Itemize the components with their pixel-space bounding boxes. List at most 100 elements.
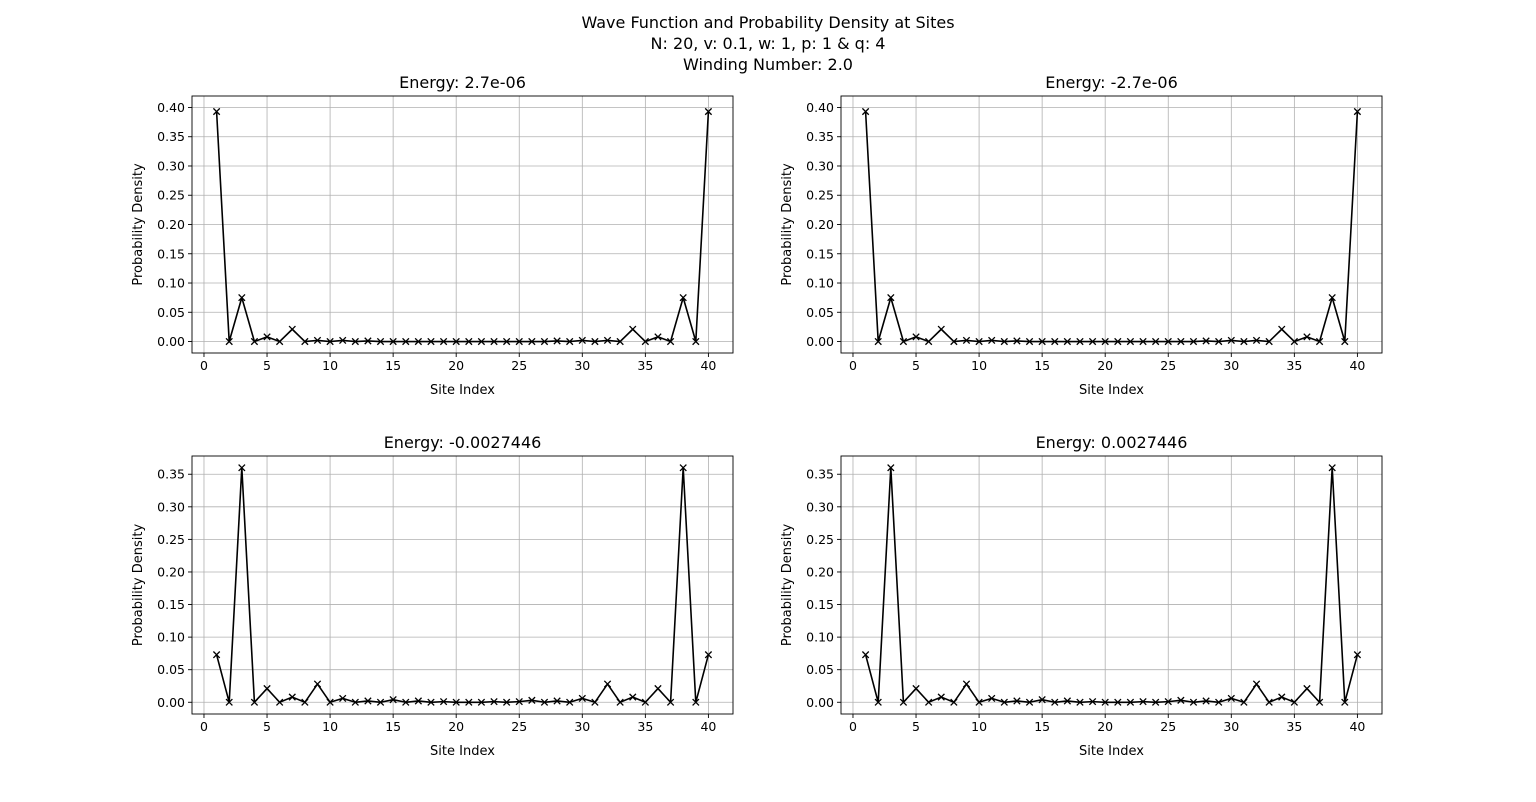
chart-1-xtick-label-6: 30 [574, 358, 590, 373]
chart-1-point-20 [452, 337, 460, 346]
chart-1-series-line [215, 111, 710, 343]
chart-3-point-10 [326, 698, 334, 706]
chart-2-point-2 [874, 337, 882, 346]
chart-4-xtick-label-3: 15 [1034, 719, 1050, 734]
chart-2-ylabel: Probability Density [780, 163, 795, 286]
chart-3-point-20 [452, 698, 460, 706]
chart-3-point-22 [477, 698, 486, 706]
chart-1-xlabel: Site Index [430, 383, 495, 398]
chart-2-point-35 [1290, 337, 1299, 346]
chart-4-point-24 [1151, 698, 1160, 706]
chart-2-point-8 [950, 337, 958, 346]
chart-4-point-22 [1126, 698, 1135, 706]
chart-1-point-6 [275, 337, 284, 346]
chart-1-point-33 [616, 337, 624, 346]
chart-2-point-1 [861, 107, 870, 116]
chart-4-point-34 [1278, 693, 1286, 701]
chart-2-point-22 [1126, 337, 1135, 346]
chart-2-point-33 [1265, 337, 1273, 346]
chart-1-xtick-label-7: 35 [637, 358, 653, 373]
chart-3-point-37 [666, 698, 675, 706]
chart-4-ytick-label-7: 0.35 [806, 467, 834, 482]
chart-3-xtick-label-6: 30 [574, 719, 590, 734]
chart-3-ytick-label-0: 0.00 [157, 695, 185, 710]
chart-3-point-29 [566, 698, 574, 706]
chart-4-point-7 [937, 693, 945, 701]
chart-4-point-18 [1076, 698, 1084, 706]
chart-1-ytick-label-8: 0.40 [157, 100, 185, 115]
chart-3-point-36 [654, 684, 662, 693]
chart-3-ytick-label-1: 0.05 [157, 662, 185, 677]
chart-4-ytick-label-6: 0.30 [806, 499, 834, 514]
chart-4-point-13 [1013, 697, 1021, 705]
chart-4-point-23 [1139, 697, 1147, 706]
chart-2-point-3 [887, 293, 895, 302]
chart-1-point-13 [364, 337, 372, 345]
chart-3-point-19 [439, 697, 448, 706]
chart-1-ytick-label-0: 0.00 [157, 334, 185, 349]
chart-4-point-14 [1025, 698, 1034, 706]
chart-2-point-5 [912, 333, 920, 341]
figure-title-line-1: Wave Function and Probability Density at… [581, 13, 955, 32]
chart-4-point-10 [975, 698, 983, 706]
chart-4-point-17 [1063, 697, 1072, 705]
chart-3-ytick-label-3: 0.15 [157, 597, 185, 612]
chart-3-point-8 [301, 698, 309, 706]
chart-3-point-1 [212, 651, 221, 659]
chart-2-point-27 [1189, 337, 1198, 346]
chart-4-point-27 [1189, 698, 1198, 706]
chart-2-point-32 [1252, 336, 1261, 345]
chart-2-point-19 [1088, 337, 1097, 346]
chart-1-point-36 [654, 333, 662, 341]
chart-3-point-17 [414, 697, 423, 705]
chart-2-ytick-label-2: 0.10 [806, 276, 834, 291]
chart-3-point-5 [263, 684, 271, 693]
chart-4-xtick-label-6: 30 [1223, 719, 1239, 734]
chart-2-xtick-label-0: 0 [849, 358, 857, 373]
chart-1-point-11 [339, 336, 347, 345]
chart-2-ytick-label-5: 0.25 [806, 188, 834, 203]
chart-2-point-34 [1278, 325, 1286, 333]
chart-3-point-31 [591, 698, 599, 706]
chart-2-point-38 [1328, 293, 1336, 302]
chart-1-point-38 [679, 293, 687, 302]
chart-1-title: Energy: 2.7e-06 [399, 73, 526, 92]
chart-1-ytick-label-4: 0.20 [157, 217, 185, 232]
chart-4-point-3 [887, 464, 895, 472]
chart-2-ytick-label-7: 0.35 [806, 129, 834, 144]
chart-1-point-25 [515, 337, 523, 346]
chart-3-point-3 [238, 464, 246, 472]
chart-3-point-28 [553, 697, 561, 705]
chart-1: 0 5 10 15 20 25 30 35 40 0.00 0.05 0.10 0.15 0.20 0.25… [131, 73, 734, 398]
chart-2-point-40 [1353, 107, 1362, 116]
chart-2-point-25 [1164, 337, 1172, 346]
chart-1-ytick-label-6: 0.30 [157, 158, 185, 173]
chart-4-xtick-label-8: 40 [1349, 719, 1365, 734]
chart-3-point-35 [641, 698, 650, 706]
chart-2-xlabel: Site Index [1079, 383, 1144, 398]
chart-4-point-19 [1088, 697, 1097, 706]
chart-3-point-15 [389, 696, 397, 704]
chart-4-point-4 [899, 698, 908, 706]
chart-3-point-11 [339, 694, 347, 703]
chart-3-point-34 [629, 693, 637, 701]
chart-1-point-34 [629, 325, 637, 333]
chart-1-ytick-label-5: 0.25 [157, 188, 185, 203]
chart-4-point-29 [1215, 698, 1223, 706]
chart-3-point-32 [603, 680, 612, 688]
chart-2-xtick-label-7: 35 [1286, 358, 1302, 373]
chart-3-point-13 [364, 697, 372, 705]
chart-2-ytick-label-0: 0.00 [806, 334, 834, 349]
chart-2-title: Energy: -2.7e-06 [1045, 73, 1178, 92]
chart-3-xlabel: Site Index [430, 744, 495, 759]
chart-2-point-39 [1341, 337, 1349, 346]
chart-3-ytick-label-4: 0.20 [157, 564, 185, 579]
chart-1-point-17 [414, 337, 423, 346]
chart-3-xtick-label-3: 15 [385, 719, 401, 734]
chart-2-point-24 [1151, 337, 1160, 346]
chart-3-axes-frame [191, 455, 734, 715]
chart-1-ytick-label-7: 0.35 [157, 129, 185, 144]
chart-3-point-21 [465, 698, 473, 706]
chart-4-axes-frame [840, 455, 1383, 715]
chart-2-ytick-label-1: 0.05 [806, 305, 834, 320]
